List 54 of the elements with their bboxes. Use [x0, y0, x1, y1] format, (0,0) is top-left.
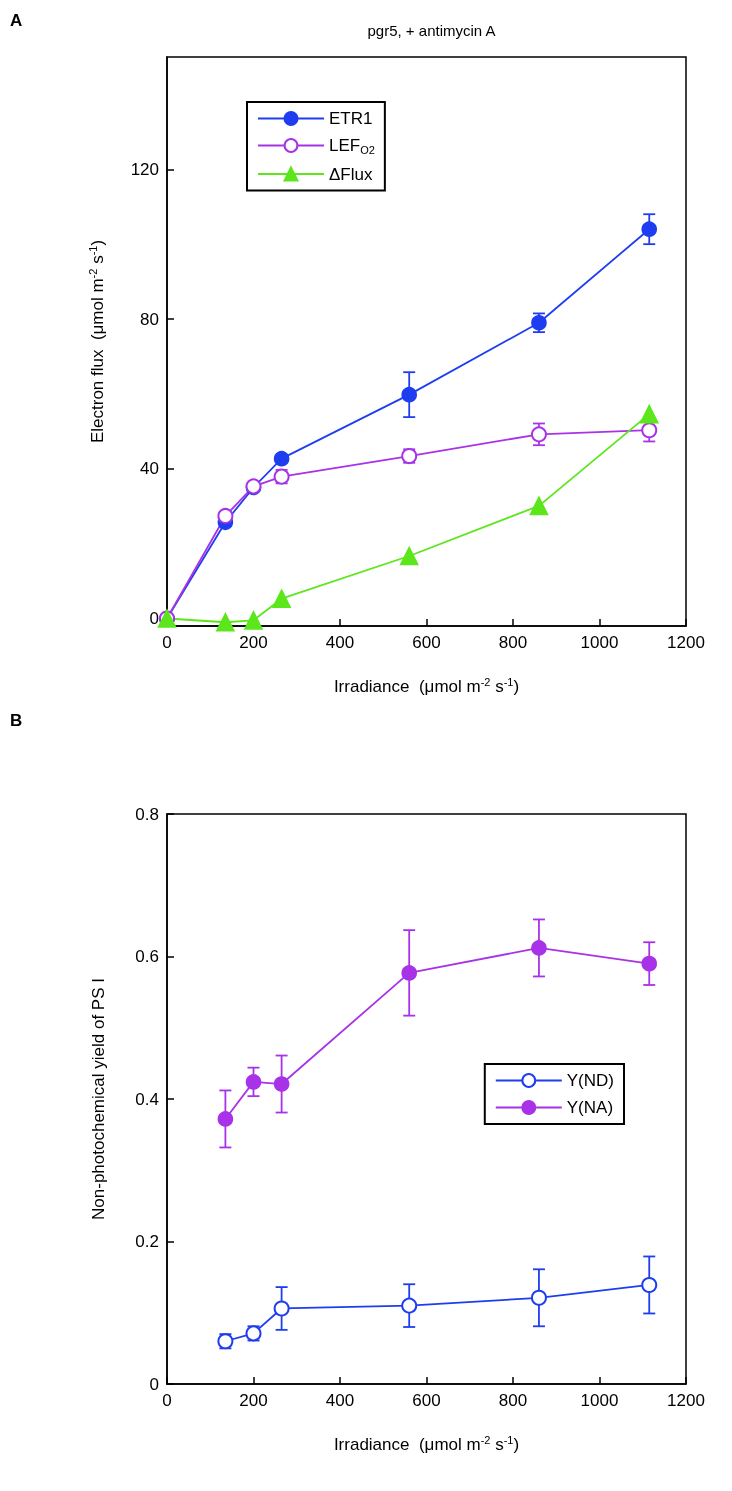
y-tick-label: 0 — [149, 609, 159, 629]
point — [641, 955, 658, 972]
x-tick-label: 0 — [162, 1391, 172, 1410]
y-tick-label: 0.4 — [135, 1089, 159, 1109]
point — [273, 1076, 290, 1092]
x-tick-label: 600 — [412, 1391, 441, 1410]
point — [529, 496, 549, 516]
y-tick-label: 80 — [140, 309, 159, 329]
x-tick-label: 1200 — [667, 633, 705, 652]
y-tick-label: 120 — [130, 159, 159, 179]
x-tick-label: 400 — [325, 633, 355, 652]
text: B — [10, 711, 23, 730]
chart-title: pgr5, + antimycin A — [367, 22, 496, 39]
y-axis-title: Non-photochemical yield of PS I — [89, 978, 108, 1220]
point — [401, 965, 417, 981]
x-tick-label: 0 — [162, 633, 172, 652]
point — [641, 1276, 658, 1293]
y-tick-label: 0 — [149, 1374, 159, 1394]
text: A — [10, 11, 23, 30]
legend-label: ETR1 — [329, 109, 373, 128]
x-tick-label: 400 — [325, 1391, 355, 1410]
x-tick-label: 600 — [412, 633, 441, 652]
point — [217, 507, 234, 524]
point — [641, 221, 658, 237]
point — [401, 1297, 418, 1314]
y-tick-label: 0.6 — [135, 947, 159, 966]
x-tick-label: 1000 — [580, 633, 619, 652]
x-tick-label: 800 — [498, 1391, 528, 1410]
point — [245, 1074, 262, 1090]
x-tick-label: 800 — [498, 633, 528, 652]
y-tick-label: 0.8 — [135, 804, 159, 824]
legend-label: Y(NA) — [566, 1098, 614, 1117]
x-tick-label: 200 — [239, 633, 268, 652]
point — [531, 940, 547, 956]
y-axis-title: Electron flux (μmol m-2 s-1) — [86, 239, 107, 444]
x-tick-label: 1200 — [667, 1391, 705, 1410]
point — [641, 422, 658, 439]
y-tick-label: 0.2 — [135, 1232, 159, 1251]
y-tick-label: 40 — [140, 459, 159, 479]
point — [272, 589, 291, 608]
legend-label: Y(ND) — [566, 1071, 614, 1090]
legend-label: ΔFlux — [329, 164, 373, 184]
point — [244, 611, 263, 630]
point — [639, 404, 659, 424]
point — [273, 1300, 290, 1317]
point — [401, 386, 417, 403]
point — [530, 426, 547, 443]
point — [216, 612, 235, 632]
x-tick-label: 200 — [239, 1391, 268, 1410]
point — [273, 450, 290, 467]
point — [399, 546, 419, 566]
x-tick-label: 1000 — [580, 1391, 619, 1410]
point — [217, 1111, 234, 1127]
point — [530, 1289, 547, 1306]
